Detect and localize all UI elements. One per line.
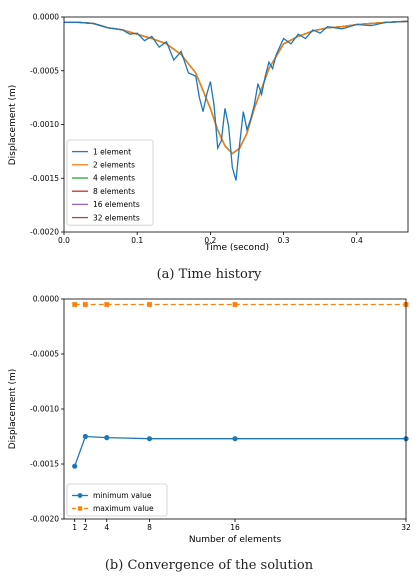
chart-b-ytick-label: -0.0015 xyxy=(30,460,59,469)
chart-b-xtick-label: 1 xyxy=(72,523,77,532)
chart-b-xtick-label: 8 xyxy=(147,523,152,532)
chart-b-ytick-label: 0.0000 xyxy=(33,295,59,304)
chart-a-xtick-label: 0.4 xyxy=(351,236,363,245)
chart-b-legend-marker xyxy=(77,493,83,498)
chart-a-plot-frame xyxy=(63,16,409,233)
chart-b-plot-frame xyxy=(63,298,407,520)
chart-a-caption: (a) Time history xyxy=(157,267,262,282)
chart-b-legend-marker xyxy=(77,506,83,511)
chart-a-legend-label: 32 elements xyxy=(93,213,140,222)
chart-a-series-line xyxy=(64,20,408,155)
chart-b-data-point xyxy=(232,436,238,442)
chart-a-series-line xyxy=(64,20,408,155)
chart-b-data-point xyxy=(82,433,88,440)
chart-a-ytick-label: -0.0020 xyxy=(30,228,59,237)
chart-b-data-point xyxy=(72,302,78,307)
chart-a-series-line xyxy=(64,20,408,181)
chart-b-ylabel: Displacement (m) xyxy=(8,369,18,450)
time-history-chart: Displacement (m) Time (second) (a) Time … xyxy=(8,13,409,282)
convergence-chart: Displacement (m) Number of elements (b) … xyxy=(8,295,411,573)
chart-a-legend-label: 1 element xyxy=(93,147,131,156)
chart-a-series-line xyxy=(64,20,408,155)
chart-b-ytick-label: -0.0020 xyxy=(30,515,59,524)
chart-a-xtick-label: 0.3 xyxy=(278,236,290,245)
chart-a-ytick-label: -0.0005 xyxy=(30,66,59,75)
chart-a-xtick-label: 0.1 xyxy=(131,236,143,245)
chart-b-data-point xyxy=(104,435,110,441)
chart-b-legend-label: maximum value xyxy=(93,504,154,513)
chart-b-data-point xyxy=(82,302,88,307)
chart-a-ytick-label: -0.0010 xyxy=(30,120,59,129)
chart-b-legend-label: minimum value xyxy=(93,491,152,500)
chart-a-series-line xyxy=(64,20,408,155)
chart-a-ytick-label: -0.0015 xyxy=(30,174,59,183)
chart-a-xlabel: Time (second) xyxy=(204,243,269,253)
chart-a-xtick-label: 0.0 xyxy=(58,236,70,245)
chart-b-legend xyxy=(66,483,168,517)
chart-b-data-point xyxy=(72,463,78,469)
chart-a-series-line xyxy=(64,20,408,155)
chart-a-legend xyxy=(66,139,154,226)
chart-a-legend-label: 2 elements xyxy=(93,161,135,170)
chart-a-ytick-label: 0.0000 xyxy=(33,13,59,22)
chart-b-xtick-label: 4 xyxy=(104,523,109,532)
chart-b-xlabel: Number of elements xyxy=(189,535,282,545)
chart-b-data-point xyxy=(104,302,110,307)
chart-a-xtick-label: 0.2 xyxy=(204,236,216,245)
chart-b-xtick-label: 32 xyxy=(401,523,411,532)
chart-b-xtick-label: 2 xyxy=(83,523,88,532)
chart-b-data-point xyxy=(232,302,238,307)
chart-b-data-point xyxy=(146,436,153,442)
chart-b-ytick-label: -0.0010 xyxy=(30,405,59,414)
chart-b-ytick-label: -0.0005 xyxy=(30,350,59,359)
chart-a-legend-label: 16 elements xyxy=(93,200,140,209)
chart-a-legend-label: 8 elements xyxy=(93,187,135,196)
chart-a-legend-label: 4 elements xyxy=(93,174,135,183)
chart-b-series-line xyxy=(74,435,406,467)
chart-b-data-point xyxy=(147,302,152,307)
chart-b-xtick-label: 16 xyxy=(230,523,240,532)
chart-a-ylabel: Displacement (m) xyxy=(8,85,18,166)
chart-b-caption: (b) Convergence of the solution xyxy=(105,558,314,573)
